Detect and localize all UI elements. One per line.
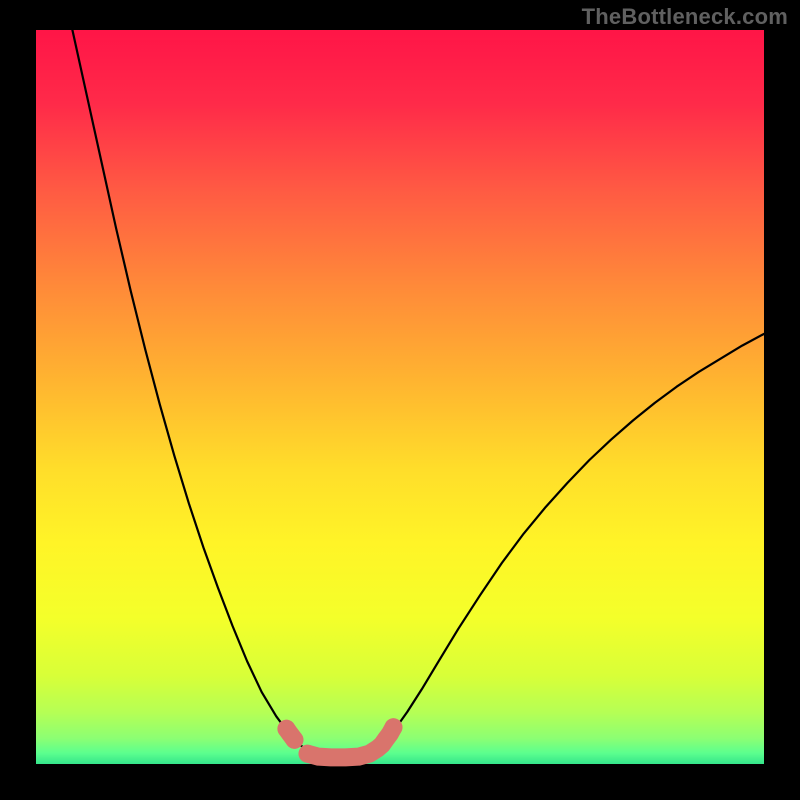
marker-dot [285, 731, 303, 749]
bottleneck-chart [0, 0, 800, 800]
marker-dot [384, 718, 402, 736]
plot-background [36, 30, 764, 764]
watermark-text: TheBottleneck.com [582, 4, 788, 30]
chart-frame: TheBottleneck.com [0, 0, 800, 800]
marker-dot [299, 745, 317, 763]
